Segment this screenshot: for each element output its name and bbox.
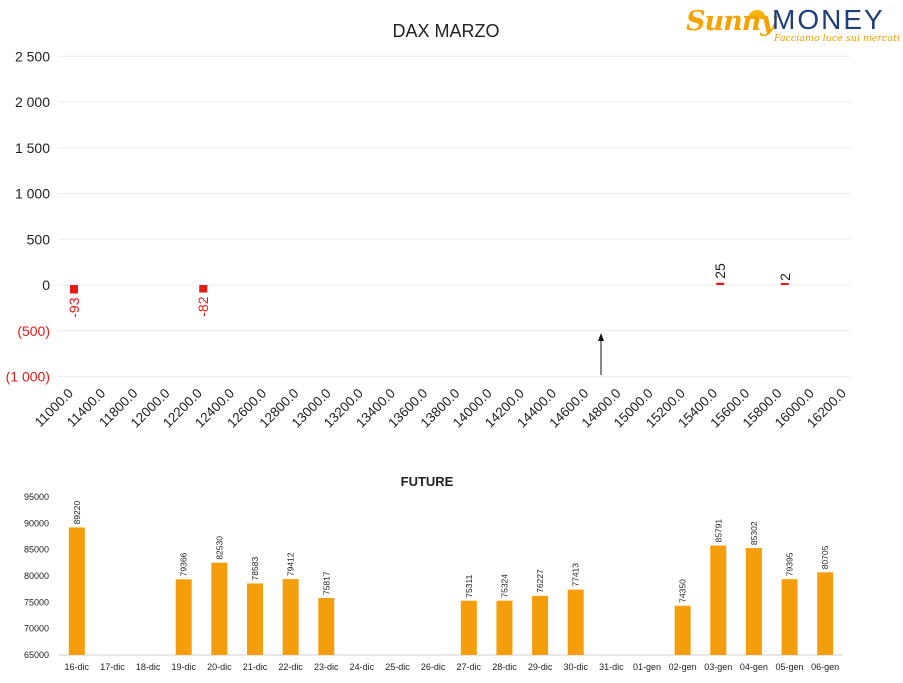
dax-ytick-label: (500) [17, 323, 50, 339]
future-xtick-label: 23-dic [314, 662, 339, 672]
sun-icon [748, 10, 766, 19]
dax-ytick-label: 2 000 [15, 94, 50, 110]
future-chart: FUTURE 65000 70000 75000 80000 85000 90000 9500… [24, 474, 843, 672]
future-data-label: 75324 [499, 574, 509, 598]
future-ytick-label: 75000 [24, 597, 49, 607]
future-xtick-label: 22-dic [278, 662, 303, 672]
future-data-label: 89220 [72, 501, 82, 525]
future-data-label: 74350 [678, 579, 688, 603]
dax-chart-title: DAX MARZO [392, 21, 499, 41]
future-data-label: 75817 [321, 571, 331, 595]
dax-bar [716, 282, 725, 285]
future-data-label: 79366 [179, 552, 189, 576]
future-bar [567, 589, 584, 655]
future-data-label: 80705 [820, 545, 830, 569]
future-bar [745, 548, 762, 655]
future-ytick-label: 90000 [24, 518, 49, 528]
dax-data-label: 2 [777, 273, 793, 281]
future-bar [211, 562, 228, 655]
future-data-label: 85302 [749, 521, 759, 545]
future-xtick-label: 18-dic [136, 662, 161, 672]
future-chart-title: FUTURE [401, 474, 454, 489]
future-xtick-label: 02-gen [669, 662, 697, 672]
future-data-label: 79395 [785, 552, 795, 576]
future-xtick-label: 05-gen [776, 662, 804, 672]
future-ytick-label: 65000 [24, 650, 49, 660]
dax-ytick-label: (1 000) [6, 369, 50, 385]
dax-bar [70, 285, 78, 294]
future-xtick-label: 19-dic [171, 662, 196, 672]
dax-ytick-label: 1 000 [15, 186, 50, 202]
future-xtick-label: 17-dic [100, 662, 125, 672]
dax-ytick-label: 1 500 [15, 140, 50, 156]
logo-brand-b: MONEY [772, 4, 885, 35]
future-bar [175, 579, 192, 655]
future-data-label: 75311 [464, 574, 474, 597]
dax-data-label: -82 [195, 296, 211, 316]
dax-bar [780, 283, 789, 285]
dax-data-label: -93 [66, 297, 82, 317]
future-xtick-label: 29-dic [528, 662, 553, 672]
future-xtick-label: 28-dic [492, 662, 517, 672]
future-xtick-label: 27-dic [457, 662, 482, 672]
future-xtick-label: 24-dic [350, 662, 375, 672]
future-xtick-label: 01-gen [633, 662, 661, 672]
future-ytick-label: 80000 [24, 571, 49, 581]
future-data-label: 82530 [214, 536, 224, 560]
future-data-label: 76227 [535, 569, 545, 593]
future-bar [817, 572, 834, 655]
future-xtick-label: 06-gen [811, 662, 839, 672]
future-ytick-label: 70000 [24, 624, 49, 634]
future-data-label: 78583 [250, 557, 260, 581]
future-bar [460, 600, 477, 655]
future-bar [532, 595, 549, 655]
sunny-money-logo: Sunny MONEY Facciamo luce sui mercati [686, 4, 900, 44]
dax-ytick-label: 500 [27, 231, 51, 247]
future-xtick-label: 25-dic [385, 662, 410, 672]
future-bar [282, 579, 299, 655]
dax-marker-arrowhead [598, 333, 604, 341]
future-xtick-label: 20-dic [207, 662, 232, 672]
future-data-label: 85791 [713, 519, 723, 543]
future-xtick-label: 26-dic [421, 662, 446, 672]
dax-data-label: 25 [712, 263, 728, 279]
future-bar [496, 600, 513, 655]
future-bar [781, 579, 798, 655]
future-xtick-label: 30-dic [563, 662, 588, 672]
future-xtick-label: 16-dic [65, 662, 90, 672]
future-ytick-label: 85000 [24, 545, 49, 555]
future-xtick-label: 31-dic [599, 662, 624, 672]
future-data-label: 77413 [571, 563, 581, 587]
future-data-label: 79412 [286, 552, 296, 576]
future-bar [674, 605, 691, 655]
future-bar [318, 598, 335, 655]
logo-tagline: Facciamo luce sui mercati [774, 33, 900, 44]
future-xtick-label: 03-gen [704, 662, 732, 672]
dax-ytick-label: 2 500 [15, 48, 50, 64]
dax-bar [199, 285, 208, 293]
future-ytick-label: 95000 [24, 492, 49, 502]
future-bar [68, 527, 85, 655]
future-xtick-label: 21-dic [243, 662, 268, 672]
dax-ytick-label: 0 [42, 277, 50, 293]
dax-chart: DAX MARZO (1 000) (500) 0 500 1 000 1 500 2 000… [6, 21, 850, 431]
future-bar [710, 545, 727, 655]
future-bar [247, 583, 263, 655]
future-xtick-label: 04-gen [740, 662, 768, 672]
logo-brand-a: Sunny [686, 6, 776, 37]
